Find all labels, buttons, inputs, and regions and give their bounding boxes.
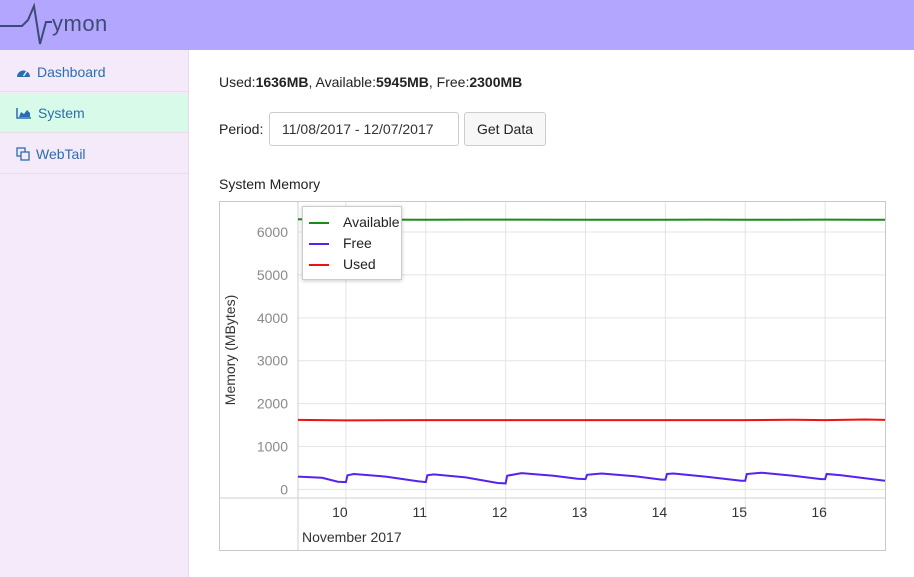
used-value: 1636MB [255, 74, 309, 90]
sidebar: Dashboard System WebTail [0, 50, 189, 577]
y-tick-label: 1000 [257, 439, 288, 455]
x-axis-label: November 2017 [302, 529, 402, 545]
y-tick-label: 0 [280, 481, 288, 497]
y-tick-label: 3000 [257, 353, 288, 369]
sidebar-item-label: WebTail [36, 145, 86, 162]
memory-chart: 0 1000 2000 3000 4000 5000 6000 10 11 12 13 14 15 16 M… [220, 202, 885, 550]
x-tick-label: 10 [332, 504, 348, 520]
free-value: 2300MB [469, 74, 523, 90]
app-header: ymon [0, 0, 914, 50]
sidebar-item-system[interactable]: System [0, 93, 188, 133]
heartbeat-icon [0, 2, 52, 45]
period-date-range-input[interactable] [269, 112, 459, 146]
period-label: Period: [219, 121, 264, 137]
x-tick-label: 16 [811, 504, 827, 520]
sidebar-item-webtail[interactable]: WebTail [0, 134, 188, 174]
sidebar-item-label: Dashboard [37, 63, 106, 80]
x-tick-label: 11 [413, 504, 428, 520]
series-line-used [297, 418, 885, 422]
y-axis-label: Memory (MBytes) [222, 295, 238, 405]
x-tick-label: 13 [572, 504, 588, 520]
chart-title: System Memory [219, 176, 321, 192]
series-line-free [297, 471, 885, 485]
y-tick-label: 5000 [257, 267, 288, 283]
dashboard-icon [17, 70, 30, 77]
x-tick-label: 12 [492, 504, 508, 520]
legend-label: Used [343, 256, 376, 272]
legend-swatch [309, 222, 329, 224]
chart-legend: Available Free Used [302, 206, 402, 280]
memory-summary: Used:1636MB, Available:5945MB, Free:2300… [219, 74, 522, 90]
legend-label: Free [343, 235, 372, 251]
available-label: , Available: [308, 74, 376, 90]
y-tick-label: 4000 [257, 310, 288, 326]
available-value: 5945MB [375, 74, 429, 90]
area-chart-icon [16, 107, 31, 119]
app-logo[interactable]: ymon [52, 11, 108, 36]
get-data-button[interactable]: Get Data [464, 112, 546, 146]
y-tick-label: 6000 [257, 224, 288, 240]
x-tick-label: 14 [652, 504, 668, 520]
legend-swatch [309, 243, 329, 245]
legend-label: Available [343, 214, 400, 230]
sidebar-item-dashboard[interactable]: Dashboard [0, 52, 188, 92]
free-label: , Free: [428, 74, 470, 90]
legend-item: Available [303, 213, 403, 233]
chart-frame: 0 1000 2000 3000 4000 5000 6000 10 11 12 13 14 15 16 M… [219, 201, 886, 551]
legend-item: Used [303, 255, 403, 275]
sidebar-item-label: System [38, 104, 85, 121]
legend-item: Free [303, 234, 403, 254]
copy-icon [16, 146, 30, 161]
legend-swatch [309, 264, 329, 266]
y-tick-label: 2000 [257, 396, 288, 412]
x-tick-label: 15 [731, 504, 747, 520]
used-label: Used: [219, 74, 256, 90]
